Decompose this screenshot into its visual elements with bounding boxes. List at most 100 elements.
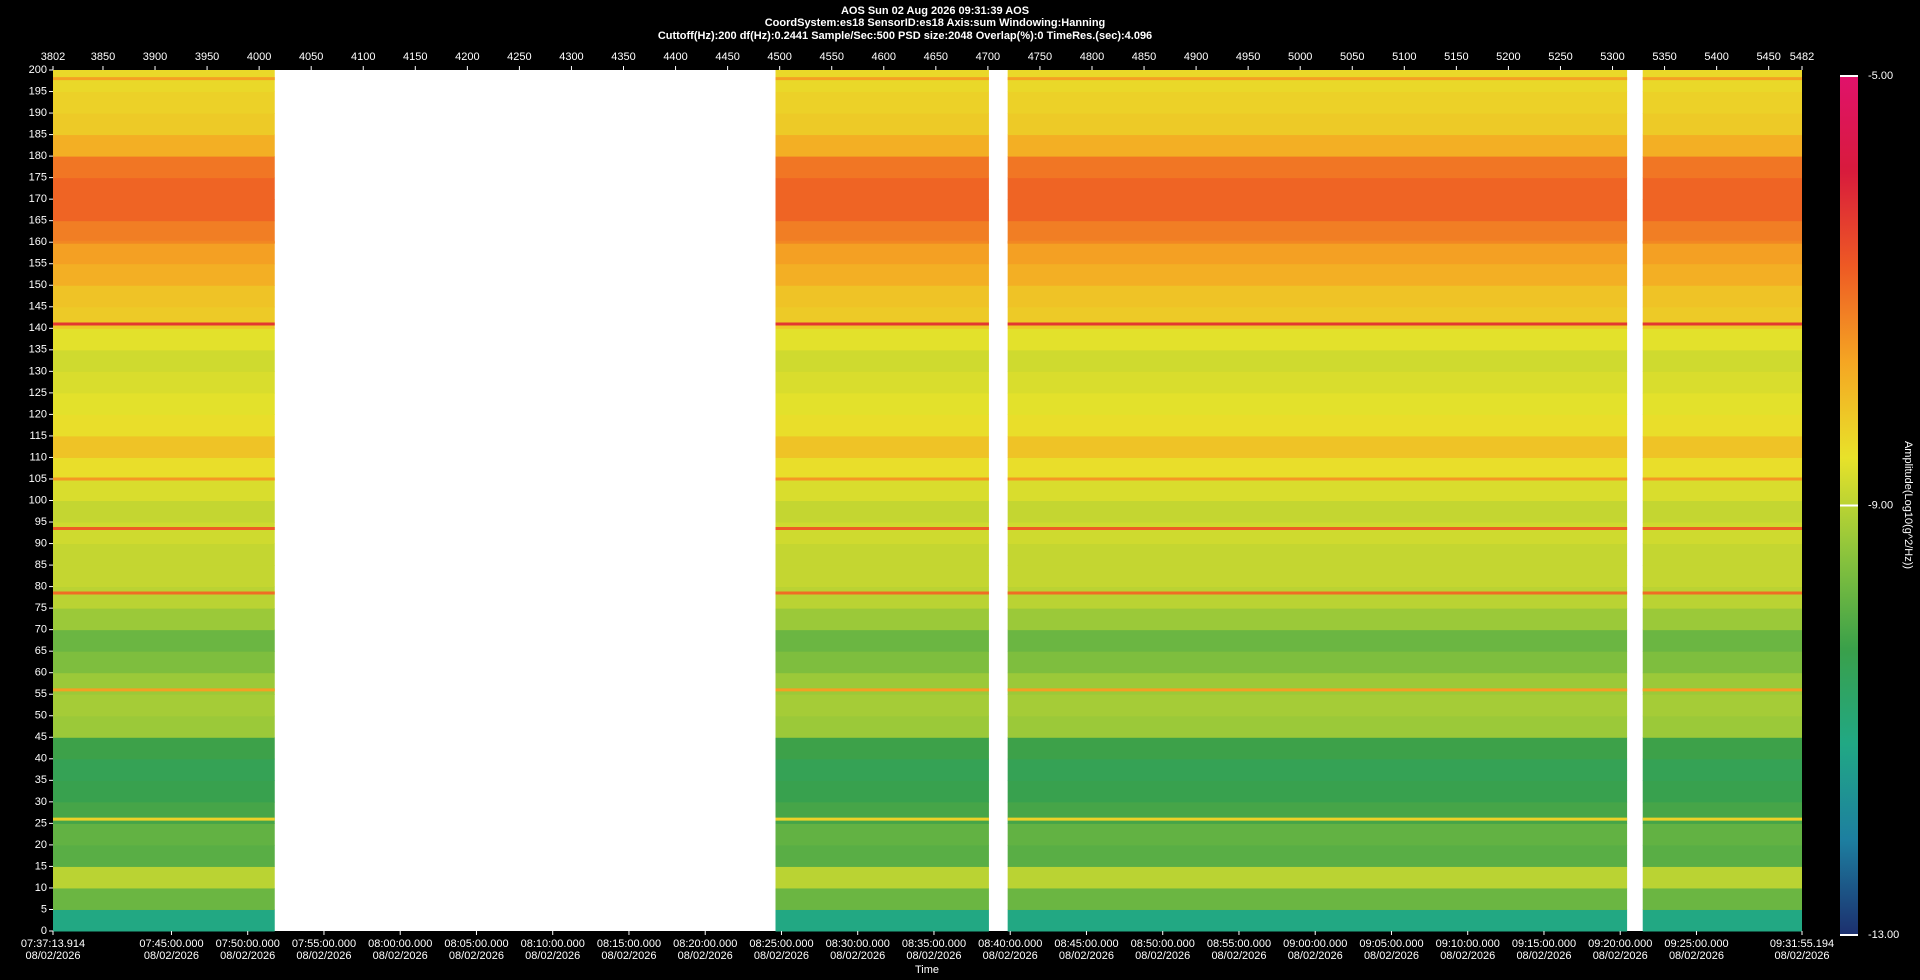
spectrogram-band	[1642, 220, 1802, 243]
spectrogram-band	[1007, 199, 1628, 222]
spectrogram-band	[53, 672, 275, 695]
spectrogram-band	[775, 328, 989, 351]
spectrogram-band	[1642, 629, 1802, 652]
spectrogram-band	[1642, 457, 1802, 480]
spectrogram-band	[53, 629, 275, 652]
spectrogram-band	[1642, 909, 1802, 932]
spectrogram-band	[775, 780, 989, 803]
x-tick-label: 5300	[1600, 51, 1624, 63]
x-tick-label: 4600	[872, 51, 896, 63]
spectrogram-band	[1642, 694, 1802, 717]
spectrogram-band	[53, 543, 275, 566]
spectrogram-band	[53, 694, 275, 717]
spectrogram-band	[775, 866, 989, 889]
x-tick-label: 4000	[247, 51, 271, 63]
x-tick-label: 4550	[819, 51, 843, 63]
x2-tick-date: 08/02/2026	[25, 950, 80, 962]
y-tick-label: 195	[29, 85, 47, 97]
x-tick-label: 4050	[299, 51, 323, 63]
y-tick-label: 85	[35, 559, 47, 571]
spectrogram-band	[1007, 414, 1628, 437]
title: AOS Sun 02 Aug 2026 09:31:39 AOS	[841, 5, 1029, 17]
y-tick-label: 45	[35, 731, 47, 743]
spectrogram-band	[1007, 242, 1628, 265]
x2-tick-date: 08/02/2026	[525, 950, 580, 962]
spectrogram-band	[53, 156, 275, 179]
x2-tick-label: 08:50:00.000	[1131, 938, 1195, 950]
spectrogram-band	[775, 134, 989, 157]
spectrogram-band	[53, 263, 275, 286]
spectrogram-band	[1642, 414, 1802, 437]
spectrogram-band	[53, 371, 275, 394]
spectrogram-band	[1642, 758, 1802, 781]
spectrogram-band	[53, 435, 275, 458]
x2-tick-label: 09:31:55.194	[1770, 938, 1834, 950]
spectrogram-band	[775, 629, 989, 652]
spectrogram-band	[1642, 801, 1802, 824]
x-tick-label: 4700	[976, 51, 1000, 63]
spectrogram-band	[1007, 91, 1628, 114]
y-tick-label: 95	[35, 516, 47, 528]
x2-tick-date: 08/02/2026	[144, 950, 199, 962]
y-tick-label: 30	[35, 796, 47, 808]
spectrogram-band	[775, 457, 989, 480]
spectrogram-band	[1642, 823, 1802, 846]
x-tick-label: 3850	[91, 51, 115, 63]
spectrogram-band	[775, 220, 989, 243]
x2-tick-label: 07:55:00.000	[292, 938, 356, 950]
colorbar-tick-label: -9.00	[1868, 499, 1893, 511]
x2-tick-date: 08/02/2026	[1593, 950, 1648, 962]
x-tick-label: 5400	[1704, 51, 1728, 63]
spectrogram-band	[1007, 70, 1628, 93]
spectrogram-band	[53, 844, 275, 867]
x-tick-label: 4150	[403, 51, 427, 63]
spectrogram-band	[53, 909, 275, 932]
x2-tick-date: 08/02/2026	[1135, 950, 1190, 962]
subtitle: Cuttoff(Hz):200 df(Hz):0.2441 Sample/Sec…	[658, 30, 1152, 42]
spectrogram-band	[775, 349, 989, 372]
y-tick-label: 60	[35, 667, 47, 679]
spectrogram-band	[1642, 177, 1802, 200]
x-tick-label: 4250	[507, 51, 531, 63]
spectrogram-band	[53, 758, 275, 781]
spectrogram-band	[53, 866, 275, 889]
spectrogram-band	[775, 909, 989, 932]
spectrogram-band	[1007, 823, 1628, 846]
x-tick-label: 4400	[663, 51, 687, 63]
x-tick-label: 5100	[1392, 51, 1416, 63]
spectrogram-band	[775, 586, 989, 609]
x-tick-label: 4100	[351, 51, 375, 63]
spectrogram-band	[1007, 909, 1628, 932]
x-tick-label: 5050	[1340, 51, 1364, 63]
spectrogram-band	[775, 435, 989, 458]
y-tick-label: 70	[35, 624, 47, 636]
x2-tick-label: 08:05:00.000	[444, 938, 508, 950]
y-tick-label: 200	[29, 64, 47, 76]
x2-tick-label: 08:25:00.000	[749, 938, 813, 950]
x2-tick-label: 08:30:00.000	[826, 938, 890, 950]
x2-tick-label: 08:20:00.000	[673, 938, 737, 950]
spectrogram-band	[775, 70, 989, 93]
spectrogram-band	[1007, 737, 1628, 760]
y-tick-label: 10	[35, 882, 47, 894]
x2-tick-date: 08/02/2026	[449, 950, 504, 962]
x2-tick-label: 09:05:00.000	[1359, 938, 1423, 950]
y-tick-label: 50	[35, 710, 47, 722]
spectrogram-band	[53, 328, 275, 351]
spectrogram-band	[1007, 177, 1628, 200]
x2-tick-date: 08/02/2026	[754, 950, 809, 962]
spectrogram-band	[1642, 543, 1802, 566]
colorbar-label: Amplitude(Log10(g^2/Hz))	[1902, 441, 1914, 569]
spectrogram-band	[1007, 113, 1628, 136]
x-tick-label: 5350	[1652, 51, 1676, 63]
x-tick-label: 3900	[143, 51, 167, 63]
x2-tick-label: 08:35:00.000	[902, 938, 966, 950]
spectrogram-band	[775, 199, 989, 222]
x2-tick-label: 08:55:00.000	[1207, 938, 1271, 950]
x-tick-label: 5482	[1790, 51, 1814, 63]
x-tick-label: 5450	[1756, 51, 1780, 63]
y-tick-label: 170	[29, 193, 47, 205]
spectrogram-band	[1642, 91, 1802, 114]
spectrogram-band	[53, 285, 275, 308]
